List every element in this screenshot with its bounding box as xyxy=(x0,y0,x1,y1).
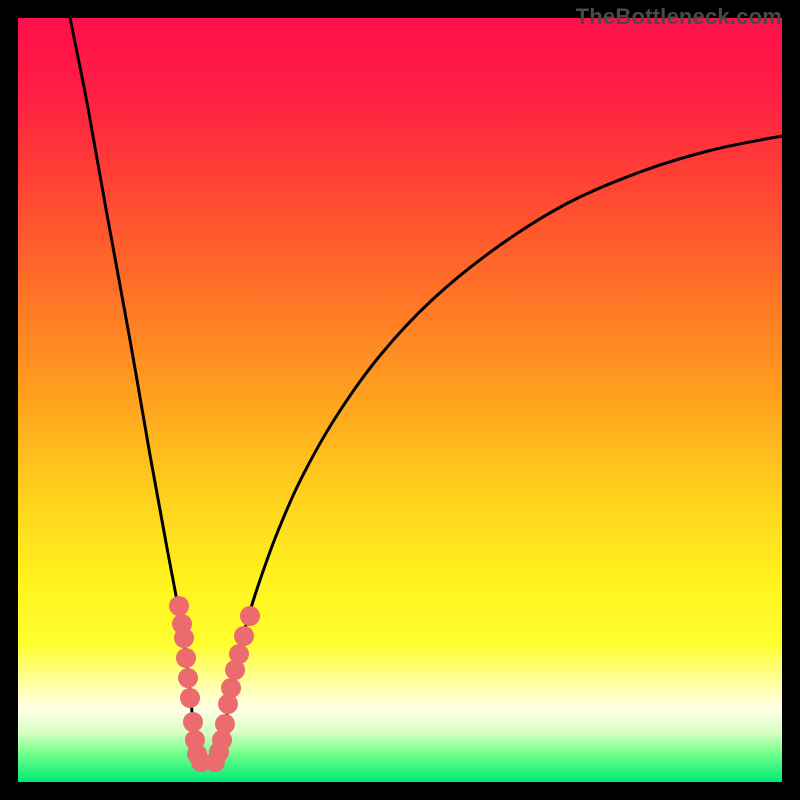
marker-dot xyxy=(215,714,235,734)
marker-dot xyxy=(240,606,260,626)
marker-dot xyxy=(183,712,203,732)
marker-dot xyxy=(221,678,241,698)
marker-dot xyxy=(180,688,200,708)
watermark-text: TheBottleneck.com xyxy=(576,4,782,30)
marker-dot xyxy=(169,596,189,616)
marker-dot xyxy=(174,628,194,648)
marker-dot xyxy=(229,644,249,664)
marker-dot xyxy=(176,648,196,668)
bottleneck-chart-svg xyxy=(0,0,800,800)
chart-stage: TheBottleneck.com xyxy=(0,0,800,800)
marker-dot xyxy=(178,668,198,688)
marker-dot xyxy=(234,626,254,646)
